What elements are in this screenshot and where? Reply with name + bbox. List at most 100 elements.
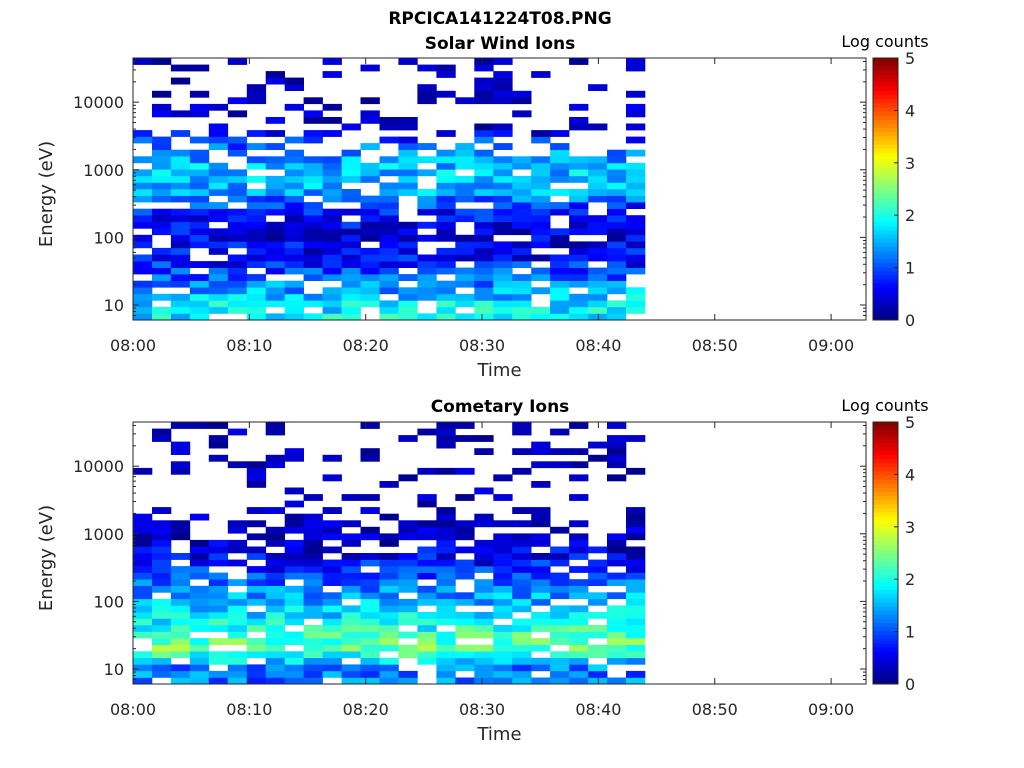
colorbar-swatch xyxy=(873,205,898,210)
spectrogram-cell xyxy=(265,657,285,665)
spectrogram-cell xyxy=(189,644,210,652)
spectrogram-cell xyxy=(512,254,532,262)
spectrogram-cell xyxy=(152,526,172,534)
colorbar-swatch xyxy=(873,311,898,317)
spectrogram-cell xyxy=(607,644,627,652)
spectrogram-cell xyxy=(303,625,323,632)
spectrogram-cell xyxy=(246,313,267,321)
spectrogram-cell xyxy=(474,189,494,196)
spectrogram-cell xyxy=(227,195,248,203)
spectrogram-cell xyxy=(512,313,532,321)
spectrogram-cell xyxy=(512,110,532,118)
x-tick-label: 08:30 xyxy=(459,336,505,355)
spectrogram-cell xyxy=(246,598,267,606)
spectrogram-cell xyxy=(208,579,229,586)
spectrogram-cell xyxy=(303,300,323,308)
colorbar-swatch xyxy=(873,274,898,280)
colorbar-swatch xyxy=(873,655,898,660)
spectrogram-cell xyxy=(455,149,475,157)
colorbar-swatch xyxy=(873,462,898,468)
spectrogram-cell xyxy=(512,156,532,164)
spectrogram-cell xyxy=(512,559,532,567)
spectrogram-cell xyxy=(531,441,551,449)
spectrogram-cell xyxy=(265,559,285,567)
spectrogram-cell xyxy=(588,169,608,177)
spectrogram-cell xyxy=(133,513,153,521)
spectrogram-cell xyxy=(152,143,172,150)
spectrogram-cell xyxy=(474,215,494,223)
spectrogram-cell xyxy=(379,189,399,196)
spectrogram-cell xyxy=(626,241,646,249)
spectrogram-cell xyxy=(512,448,532,455)
spectrogram-cell xyxy=(227,143,248,150)
spectrogram-cell xyxy=(417,520,437,528)
spectrogram-cell xyxy=(170,195,191,203)
spectrogram-cell xyxy=(588,195,608,203)
spectrogram-cell xyxy=(398,631,418,639)
spectrogram-cell xyxy=(398,254,418,262)
spectrogram-cell xyxy=(474,241,494,249)
spectrogram-cell xyxy=(550,189,570,196)
spectrogram-cell xyxy=(436,313,456,321)
spectrogram-cell xyxy=(360,494,380,501)
spectrogram-cell xyxy=(303,494,323,501)
spectrogram-cell xyxy=(246,300,267,308)
spectrogram-cell xyxy=(189,64,210,72)
spectrogram-cell xyxy=(626,526,646,534)
colorbar-swatch xyxy=(873,143,898,149)
spectrogram-cell xyxy=(512,638,532,645)
spectrogram-cell xyxy=(208,585,229,593)
colorbar-swatch xyxy=(873,495,898,501)
spectrogram-cell xyxy=(493,58,513,65)
spectrogram-cell xyxy=(436,149,456,157)
spectrogram-cell xyxy=(512,182,532,190)
spectrogram-cell xyxy=(417,195,437,203)
spectrogram-cell xyxy=(360,422,380,429)
spectrogram-cell xyxy=(284,300,304,308)
colorbar-swatch xyxy=(873,307,898,313)
spectrogram-cell xyxy=(626,123,646,131)
spectrogram-cell xyxy=(133,526,153,534)
spectrogram-cell xyxy=(265,280,285,288)
colorbar-swatch xyxy=(873,430,898,435)
colorbar-swatch xyxy=(873,458,898,464)
colorbar-swatch xyxy=(873,119,898,124)
spectrogram-cell xyxy=(531,189,551,196)
spectrogram-cell xyxy=(227,97,248,105)
spectrogram-cell xyxy=(133,169,153,177)
spectrogram-cell xyxy=(303,117,323,124)
spectrogram-cell xyxy=(493,559,513,567)
spectrogram-cell xyxy=(588,189,608,196)
spectrogram-cell xyxy=(246,625,267,632)
colorbar-swatch xyxy=(873,483,898,488)
colorbar-swatch xyxy=(873,189,898,194)
spectrogram-cell xyxy=(170,208,191,216)
spectrogram-cell xyxy=(493,306,513,314)
spectrogram-cell xyxy=(474,77,494,85)
spectrogram-cell xyxy=(208,261,229,268)
spectrogram-cell xyxy=(512,657,532,665)
spectrogram-cell xyxy=(189,202,210,209)
spectrogram-cell xyxy=(246,644,267,652)
spectrogram-cell xyxy=(284,585,304,593)
spectrogram-cell xyxy=(170,215,191,223)
colorbar-tick-label: 3 xyxy=(905,154,915,173)
spectrogram-cell xyxy=(133,585,153,593)
spectrogram-cell xyxy=(341,149,361,157)
spectrogram-cell xyxy=(550,572,570,580)
spectrogram-cell xyxy=(607,274,627,281)
spectrogram-cell xyxy=(379,664,399,672)
spectrogram-cell xyxy=(170,241,191,249)
spectrogram-cell xyxy=(284,612,304,619)
spectrogram-cell xyxy=(569,247,589,255)
spectrogram-cell xyxy=(170,254,191,262)
spectrogram-cell xyxy=(170,77,191,85)
spectrogram-cell xyxy=(607,234,627,242)
spectrogram-cell xyxy=(227,261,248,268)
spectrogram-cell xyxy=(246,162,267,170)
spectrogram-cell xyxy=(322,241,342,249)
spectrogram-cell xyxy=(208,182,229,190)
spectrogram-cell xyxy=(246,566,267,573)
spectrogram-cell xyxy=(265,612,285,619)
